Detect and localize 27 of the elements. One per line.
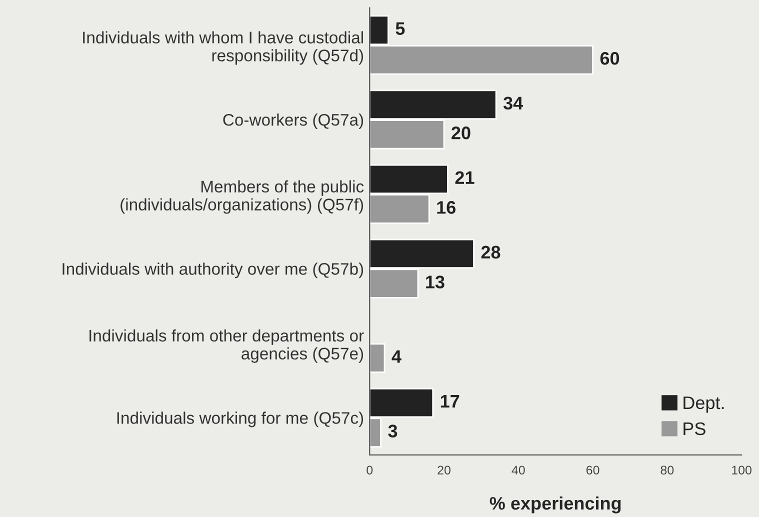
- y-tick-label: Individuals from other departments or agencies (Q57e): [90, 329, 364, 363]
- x-tick-label: 60: [586, 466, 600, 475]
- y-tick-label: Individuals with whom I have custodial responsibility (Q57d): [83, 31, 364, 65]
- x-tick-label: 40: [512, 466, 525, 475]
- data-label: 5: [396, 22, 405, 35]
- bar: [370, 343, 386, 373]
- data-label: 13: [426, 276, 444, 288]
- data-label: 60: [600, 52, 620, 65]
- data-label: 28: [481, 246, 500, 259]
- data-label: 16: [437, 201, 456, 214]
- x-tick-label: 0: [366, 466, 373, 475]
- y-tick-label: Individuals with authority over me (Q57b): [62, 262, 364, 278]
- data-label: 3: [388, 424, 398, 438]
- data-label: 20: [452, 126, 470, 140]
- y-tick-label: Individuals working for me (Q57c): [117, 412, 364, 428]
- legend-label: Dept.: [684, 396, 724, 413]
- y-tick-label: Co-workers (Q57a): [223, 114, 364, 130]
- data-label: 17: [440, 395, 460, 408]
- data-label: 21: [455, 171, 474, 184]
- x-tick-label: 20: [438, 466, 450, 475]
- x-tick-label: 100: [732, 466, 752, 475]
- data-label: 34: [503, 96, 524, 110]
- data-label: 4: [392, 350, 402, 363]
- y-tick-label: Members of the public (individuals/organizations) (Q57f): [120, 180, 364, 214]
- x-axis-title: % experiencing: [490, 496, 621, 514]
- legend-label: PS: [684, 422, 706, 436]
- x-tick-label: 80: [660, 466, 674, 475]
